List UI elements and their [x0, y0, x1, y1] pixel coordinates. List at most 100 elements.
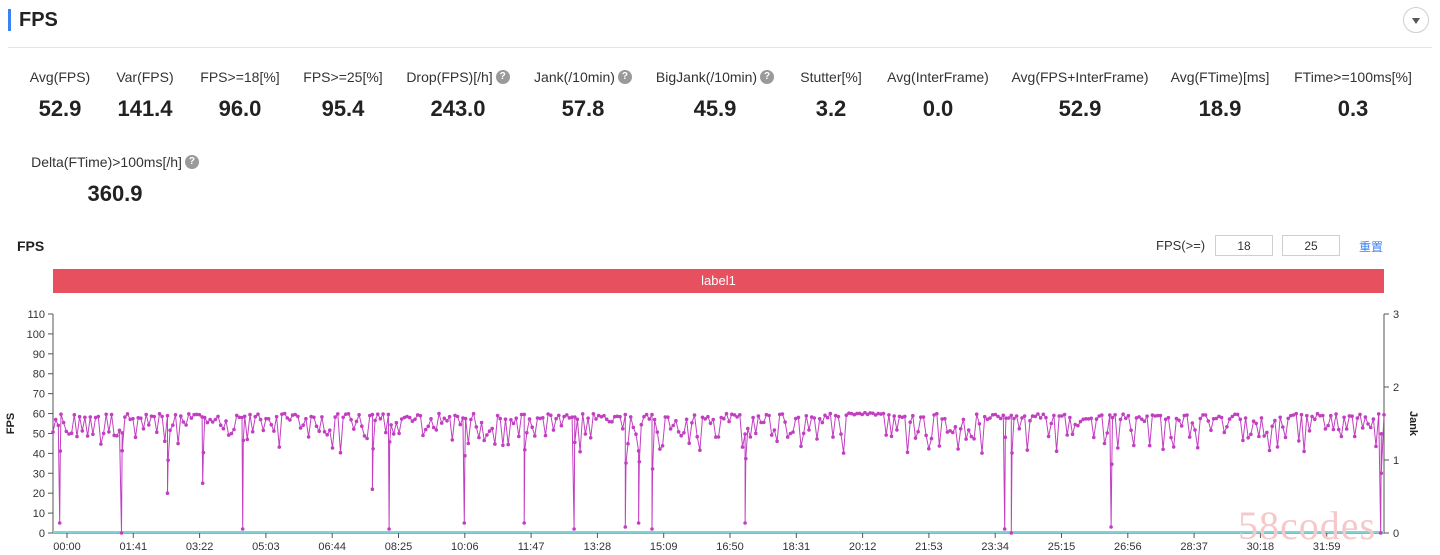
fps-point: [541, 416, 545, 420]
x-tick-label: 05:03: [252, 541, 280, 553]
metric-12: Delta(FTime)>100ms[/h]? 360.9: [15, 153, 215, 208]
fps-point: [72, 413, 77, 417]
fps-point: [511, 421, 516, 426]
fps-point: [1166, 415, 1171, 420]
fps-point: [272, 429, 276, 433]
fps-point: [99, 442, 103, 446]
metric-value: 0.3: [1337, 96, 1369, 121]
fps-point: [125, 412, 130, 416]
fps-point: [469, 417, 473, 422]
fps-point: [479, 420, 484, 425]
fps-point: [1140, 417, 1144, 421]
help-icon[interactable]: ?: [760, 70, 775, 84]
metric-label-text: BigJank(/10min): [655, 69, 758, 85]
fps-point: [746, 426, 750, 431]
fps-point: [341, 415, 346, 420]
fps-point: [51, 430, 55, 434]
fps-point: [301, 423, 306, 427]
fps-point: [139, 416, 143, 420]
fps-point: [226, 433, 231, 437]
fps-point: [652, 417, 657, 422]
fps-point: [61, 420, 66, 425]
help-icon[interactable]: ?: [184, 155, 199, 169]
fps-point: [557, 413, 561, 418]
fps-point: [330, 446, 335, 450]
fps-point: [450, 438, 455, 442]
fps-point: [1249, 432, 1253, 437]
fps-point: [474, 425, 479, 429]
fps-point: [767, 413, 771, 418]
y-tick-label: 0: [39, 528, 45, 540]
metric-value: 96.0: [218, 96, 262, 121]
reset-button[interactable]: 重置: [1359, 240, 1384, 254]
fps-point: [1219, 415, 1224, 420]
fps-point: [93, 415, 98, 420]
fps-point: [1105, 431, 1109, 435]
fps-point: [961, 417, 966, 422]
fps-point: [1036, 412, 1040, 416]
fps-point: [168, 428, 172, 433]
fps-point: [948, 429, 952, 433]
fps-point: [714, 435, 718, 439]
metric-value: 52.9: [1058, 96, 1102, 121]
collapse-button[interactable]: [1403, 7, 1429, 33]
y-tick-label: 40: [33, 448, 45, 460]
fps-point: [429, 417, 433, 421]
fps-point: [165, 491, 170, 495]
fps-point: [1358, 412, 1362, 417]
fps-point: [1286, 416, 1290, 421]
fps-point: [637, 460, 642, 464]
y-tick-label: 70: [33, 389, 45, 401]
x-tick-label: 06:44: [318, 541, 346, 553]
fps-point: [1092, 435, 1096, 440]
fps-point: [248, 412, 252, 417]
fps-point: [1041, 412, 1046, 417]
help-icon[interactable]: ?: [617, 70, 632, 84]
fps-point: [112, 433, 116, 438]
fps-point: [202, 415, 207, 420]
y2-axis-label: Jank: [1407, 411, 1419, 437]
metric-10: Avg(FTime)[ms] 18.9: [1120, 68, 1320, 123]
fps-point: [77, 414, 82, 419]
fps-point: [264, 416, 268, 421]
fps-point: [820, 420, 825, 425]
fps-threshold-low-input[interactable]: [1215, 235, 1273, 256]
y-tick-label: 30: [33, 468, 45, 480]
fps-point: [352, 427, 356, 431]
fps-point: [679, 433, 683, 438]
fps-point: [759, 420, 763, 425]
fps-point: [1094, 417, 1099, 421]
fps-point: [58, 449, 63, 453]
fps-point: [911, 413, 915, 418]
x-tick-label: 25:15: [1048, 541, 1076, 553]
fps-chart: 0 10 20 30 40 50 60 70 80 90 100 110 0 1 2 3 00:00 01:41 0…: [5, 309, 1419, 553]
help-icon[interactable]: ?: [495, 70, 510, 84]
fps-point: [586, 416, 590, 420]
label-bar[interactable]: label1: [53, 269, 1384, 293]
fps-point: [80, 429, 85, 433]
fps-point: [1108, 413, 1112, 417]
fps-point: [157, 412, 162, 416]
fps-point: [240, 415, 244, 420]
fps-point: [951, 430, 955, 435]
fps-point: [839, 432, 843, 436]
fps-point: [336, 412, 340, 416]
fps-point: [754, 431, 758, 436]
fps-threshold-high-input[interactable]: [1282, 235, 1340, 256]
fps-point: [314, 424, 319, 428]
fps-point: [201, 450, 206, 455]
fps-point: [660, 444, 665, 448]
fps-point: [1129, 428, 1133, 432]
fps-point: [692, 413, 697, 417]
fps-point: [1006, 416, 1011, 420]
fps-point: [245, 437, 250, 442]
fps-point: [56, 423, 61, 428]
fps-point: [119, 531, 124, 535]
fps-point: [956, 447, 960, 451]
fps-point: [123, 415, 127, 419]
fps-point: [477, 435, 481, 440]
fps-point: [455, 414, 460, 419]
fps-point: [682, 431, 686, 435]
fps-point: [1044, 415, 1048, 420]
fps-point: [618, 414, 622, 419]
